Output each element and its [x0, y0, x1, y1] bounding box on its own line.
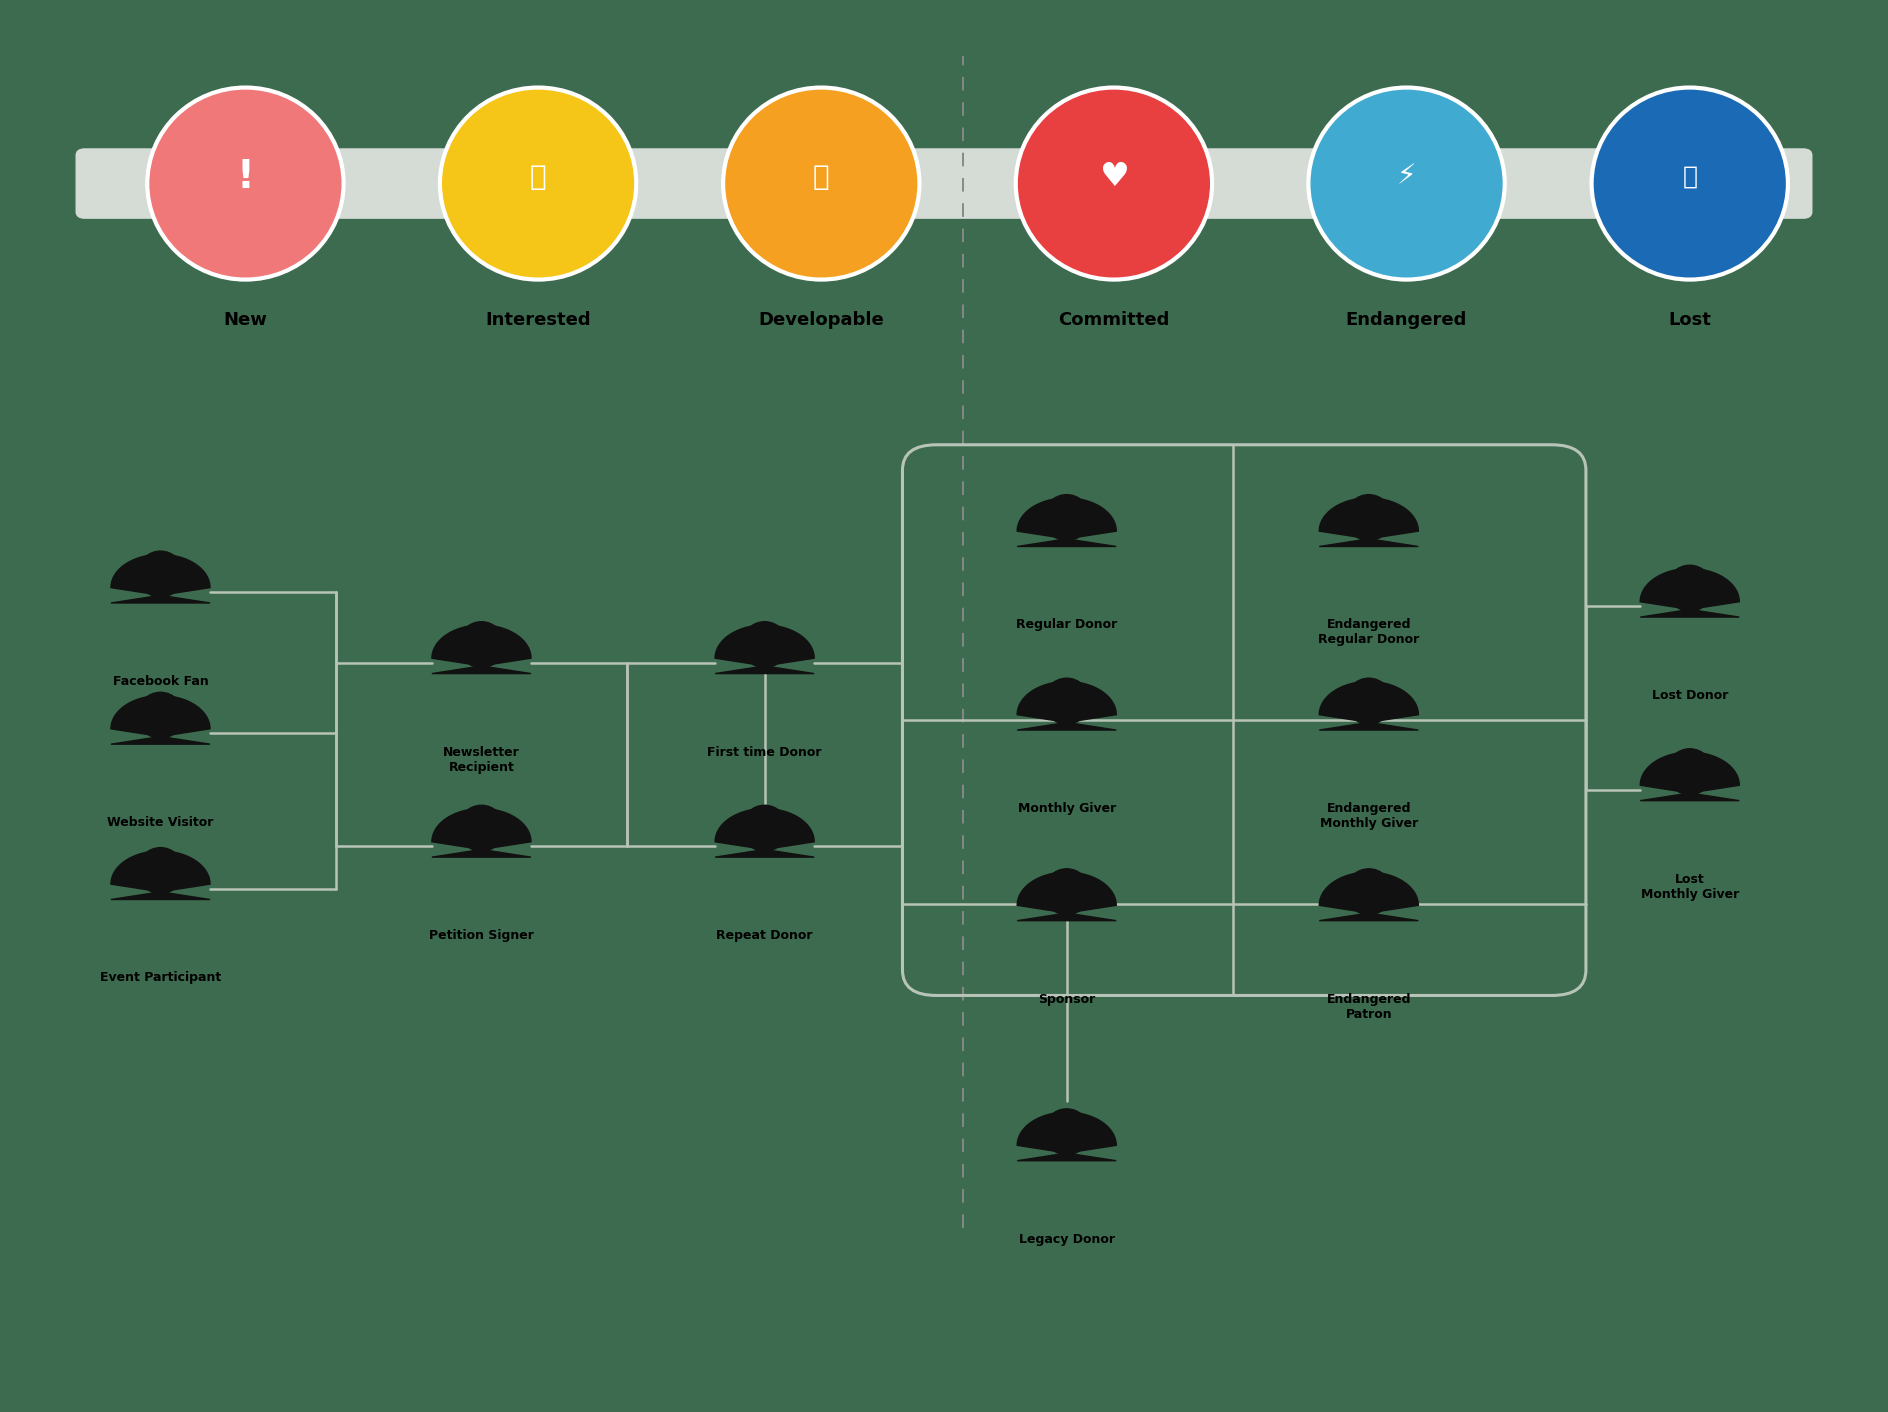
- Polygon shape: [111, 555, 210, 603]
- Polygon shape: [1018, 1113, 1116, 1161]
- Polygon shape: [1641, 569, 1739, 617]
- Ellipse shape: [459, 621, 504, 668]
- Polygon shape: [111, 851, 210, 899]
- Text: Sponsor: Sponsor: [1038, 993, 1095, 1005]
- Ellipse shape: [138, 847, 183, 894]
- Ellipse shape: [440, 88, 636, 280]
- Ellipse shape: [459, 805, 504, 851]
- Text: New: New: [223, 311, 268, 329]
- Text: Monthly Giver: Monthly Giver: [1018, 802, 1116, 815]
- Text: Endangered
Regular Donor: Endangered Regular Donor: [1318, 618, 1420, 647]
- Ellipse shape: [147, 88, 344, 280]
- Polygon shape: [432, 809, 531, 857]
- Polygon shape: [1320, 498, 1418, 546]
- Text: Newsletter
Recipient: Newsletter Recipient: [444, 746, 519, 774]
- Text: ♥: ♥: [1099, 160, 1129, 193]
- Text: Legacy Donor: Legacy Donor: [1020, 1233, 1114, 1245]
- FancyBboxPatch shape: [76, 148, 1812, 219]
- Text: Repeat Donor: Repeat Donor: [716, 929, 814, 942]
- Text: ⚡: ⚡: [1397, 162, 1416, 191]
- Text: Regular Donor: Regular Donor: [1016, 618, 1118, 631]
- Polygon shape: [716, 809, 814, 857]
- Ellipse shape: [1346, 678, 1391, 724]
- Text: !: !: [236, 158, 255, 195]
- Ellipse shape: [1044, 1108, 1089, 1155]
- Ellipse shape: [138, 692, 183, 738]
- Text: Lost Donor: Lost Donor: [1652, 689, 1728, 702]
- Polygon shape: [1018, 873, 1116, 921]
- Ellipse shape: [1044, 868, 1089, 915]
- Text: Developable: Developable: [759, 311, 884, 329]
- Text: Committed: Committed: [1059, 311, 1169, 329]
- Ellipse shape: [1592, 88, 1788, 280]
- Ellipse shape: [1016, 88, 1212, 280]
- Ellipse shape: [1308, 88, 1505, 280]
- Polygon shape: [716, 626, 814, 674]
- Ellipse shape: [742, 805, 787, 851]
- Polygon shape: [1320, 873, 1418, 921]
- Polygon shape: [432, 626, 531, 674]
- Text: Lost: Lost: [1669, 311, 1711, 329]
- Polygon shape: [111, 696, 210, 744]
- Text: 🕐: 🕐: [1682, 165, 1697, 188]
- Text: First time Donor: First time Donor: [708, 746, 821, 758]
- Text: Lost
Monthly Giver: Lost Monthly Giver: [1641, 873, 1739, 901]
- Ellipse shape: [1346, 494, 1391, 541]
- Text: Endangered: Endangered: [1346, 311, 1467, 329]
- Ellipse shape: [742, 621, 787, 668]
- Polygon shape: [1018, 682, 1116, 730]
- Text: Facebook Fan: Facebook Fan: [113, 675, 208, 688]
- Ellipse shape: [1667, 565, 1712, 611]
- Ellipse shape: [1044, 494, 1089, 541]
- Text: Event Participant: Event Participant: [100, 971, 221, 984]
- Ellipse shape: [1346, 868, 1391, 915]
- Text: Petition Signer: Petition Signer: [429, 929, 534, 942]
- Ellipse shape: [723, 88, 919, 280]
- Polygon shape: [1320, 682, 1418, 730]
- Polygon shape: [1018, 498, 1116, 546]
- Text: Endangered
Monthly Giver: Endangered Monthly Giver: [1320, 802, 1418, 830]
- Ellipse shape: [1044, 678, 1089, 724]
- Text: Endangered
Patron: Endangered Patron: [1327, 993, 1410, 1021]
- Ellipse shape: [1667, 748, 1712, 795]
- Polygon shape: [1641, 753, 1739, 801]
- Text: Interested: Interested: [485, 311, 591, 329]
- Text: Website Visitor: Website Visitor: [108, 816, 213, 829]
- Ellipse shape: [138, 551, 183, 597]
- Text: 💡: 💡: [531, 162, 546, 191]
- Text: 🏅: 🏅: [814, 162, 829, 191]
